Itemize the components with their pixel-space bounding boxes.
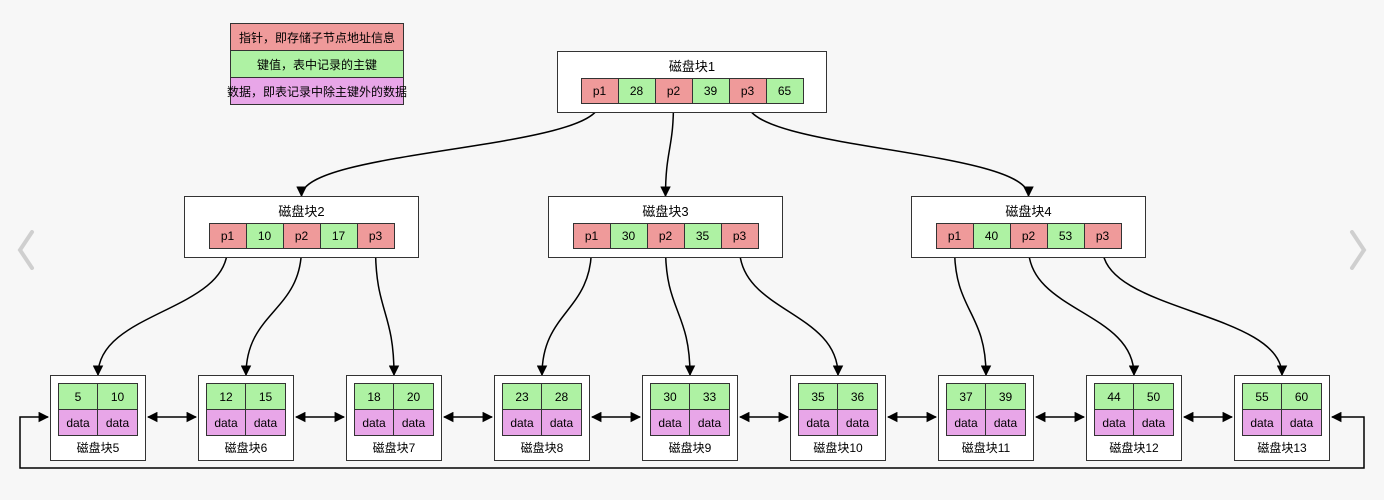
leaf-block: 2328datadata 磁盘块8 bbox=[494, 375, 590, 461]
data-cell: data bbox=[58, 409, 98, 436]
leaf-block: 4450datadata 磁盘块12 bbox=[1086, 375, 1182, 461]
pointer-cell: p1 bbox=[936, 223, 974, 249]
block-title: 磁盘块4 bbox=[920, 201, 1137, 220]
data-cell: data bbox=[206, 409, 246, 436]
leaf-block: 5560datadata 磁盘块13 bbox=[1234, 375, 1330, 461]
pointer-cell: p1 bbox=[573, 223, 611, 249]
leaf-block: 1820datadata 磁盘块7 bbox=[346, 375, 442, 461]
branch-block: 磁盘块2 p110p217p3 bbox=[184, 196, 419, 258]
pointer-cell: p2 bbox=[283, 223, 321, 249]
key-cell: 23 bbox=[502, 383, 542, 410]
next-chevron[interactable] bbox=[1346, 230, 1370, 270]
key-cell: 28 bbox=[541, 383, 582, 410]
data-cell: data bbox=[1242, 409, 1282, 436]
key-cell: 35 bbox=[798, 383, 838, 410]
key-cell: 5 bbox=[58, 383, 98, 410]
block-title: 磁盘块2 bbox=[193, 201, 410, 220]
key-cell: 55 bbox=[1242, 383, 1282, 410]
pointer-cell: p1 bbox=[581, 78, 619, 104]
leaf-block: 3033datadata 磁盘块9 bbox=[642, 375, 738, 461]
legend-row: 键值，表中记录的主键 bbox=[231, 51, 403, 78]
legend-row: 指针，即存储子节点地址信息 bbox=[231, 24, 403, 51]
block-title: 磁盘块13 bbox=[1242, 439, 1322, 456]
data-cell: data bbox=[837, 409, 878, 436]
data-cell: data bbox=[1281, 409, 1322, 436]
pointer-cell: p3 bbox=[729, 78, 767, 104]
data-cell: data bbox=[245, 409, 286, 436]
pointer-cell: p3 bbox=[721, 223, 759, 249]
data-cell: data bbox=[650, 409, 690, 436]
pointer-cell: p3 bbox=[1084, 223, 1122, 249]
key-cell: 30 bbox=[650, 383, 690, 410]
leaf-block: 510datadata 磁盘块5 bbox=[50, 375, 146, 461]
data-cell: data bbox=[1094, 409, 1134, 436]
pointer-cell: p2 bbox=[1010, 223, 1048, 249]
key-cell: 39 bbox=[692, 78, 730, 104]
data-cell: data bbox=[393, 409, 434, 436]
block-title: 磁盘块8 bbox=[502, 439, 582, 456]
legend-row: 数据，即表记录中除主键外的数据 bbox=[231, 78, 403, 104]
prev-chevron[interactable] bbox=[14, 230, 38, 270]
key-cell: 65 bbox=[766, 78, 804, 104]
key-cell: 17 bbox=[320, 223, 358, 249]
key-cell: 60 bbox=[1281, 383, 1322, 410]
data-cell: data bbox=[798, 409, 838, 436]
block-title: 磁盘块12 bbox=[1094, 439, 1174, 456]
leaf-block: 3739datadata 磁盘块11 bbox=[938, 375, 1034, 461]
pointer-cell: p3 bbox=[357, 223, 395, 249]
data-cell: data bbox=[354, 409, 394, 436]
block-title: 磁盘块3 bbox=[557, 201, 774, 220]
key-cell: 12 bbox=[206, 383, 246, 410]
leaf-block: 1215datadata 磁盘块6 bbox=[198, 375, 294, 461]
data-cell: data bbox=[97, 409, 138, 436]
key-cell: 39 bbox=[985, 383, 1026, 410]
block-title: 磁盘块10 bbox=[798, 439, 878, 456]
block-title: 磁盘块6 bbox=[206, 439, 286, 456]
block-title: 磁盘块11 bbox=[946, 439, 1026, 456]
pointer-cell: p1 bbox=[209, 223, 247, 249]
root-block: 磁盘块1 p128p239p365 bbox=[557, 51, 827, 113]
key-cell: 44 bbox=[1094, 383, 1134, 410]
data-cell: data bbox=[985, 409, 1026, 436]
key-cell: 33 bbox=[689, 383, 730, 410]
data-cell: data bbox=[1133, 409, 1174, 436]
key-cell: 40 bbox=[973, 223, 1011, 249]
key-cell: 30 bbox=[610, 223, 648, 249]
key-cell: 10 bbox=[246, 223, 284, 249]
leaf-block: 3536datadata 磁盘块10 bbox=[790, 375, 886, 461]
data-cell: data bbox=[541, 409, 582, 436]
block-title: 磁盘块7 bbox=[354, 439, 434, 456]
key-cell: 53 bbox=[1047, 223, 1085, 249]
data-cell: data bbox=[502, 409, 542, 436]
pointer-cell: p2 bbox=[647, 223, 685, 249]
key-cell: 50 bbox=[1133, 383, 1174, 410]
data-cell: data bbox=[946, 409, 986, 436]
pointer-cell: p2 bbox=[655, 78, 693, 104]
data-cell: data bbox=[689, 409, 730, 436]
key-cell: 36 bbox=[837, 383, 878, 410]
key-cell: 28 bbox=[618, 78, 656, 104]
key-cell: 18 bbox=[354, 383, 394, 410]
branch-block: 磁盘块4 p140p253p3 bbox=[911, 196, 1146, 258]
diagram-canvas: 指针，即存储子节点地址信息键值，表中记录的主键数据，即表记录中除主键外的数据 磁… bbox=[0, 0, 1384, 500]
key-cell: 37 bbox=[946, 383, 986, 410]
key-cell: 15 bbox=[245, 383, 286, 410]
branch-block: 磁盘块3 p130p235p3 bbox=[548, 196, 783, 258]
block-title: 磁盘块5 bbox=[58, 439, 138, 456]
block-title: 磁盘块1 bbox=[566, 56, 818, 75]
block-title: 磁盘块9 bbox=[650, 439, 730, 456]
key-cell: 35 bbox=[684, 223, 722, 249]
key-cell: 10 bbox=[97, 383, 138, 410]
legend: 指针，即存储子节点地址信息键值，表中记录的主键数据，即表记录中除主键外的数据 bbox=[230, 23, 404, 105]
key-cell: 20 bbox=[393, 383, 434, 410]
